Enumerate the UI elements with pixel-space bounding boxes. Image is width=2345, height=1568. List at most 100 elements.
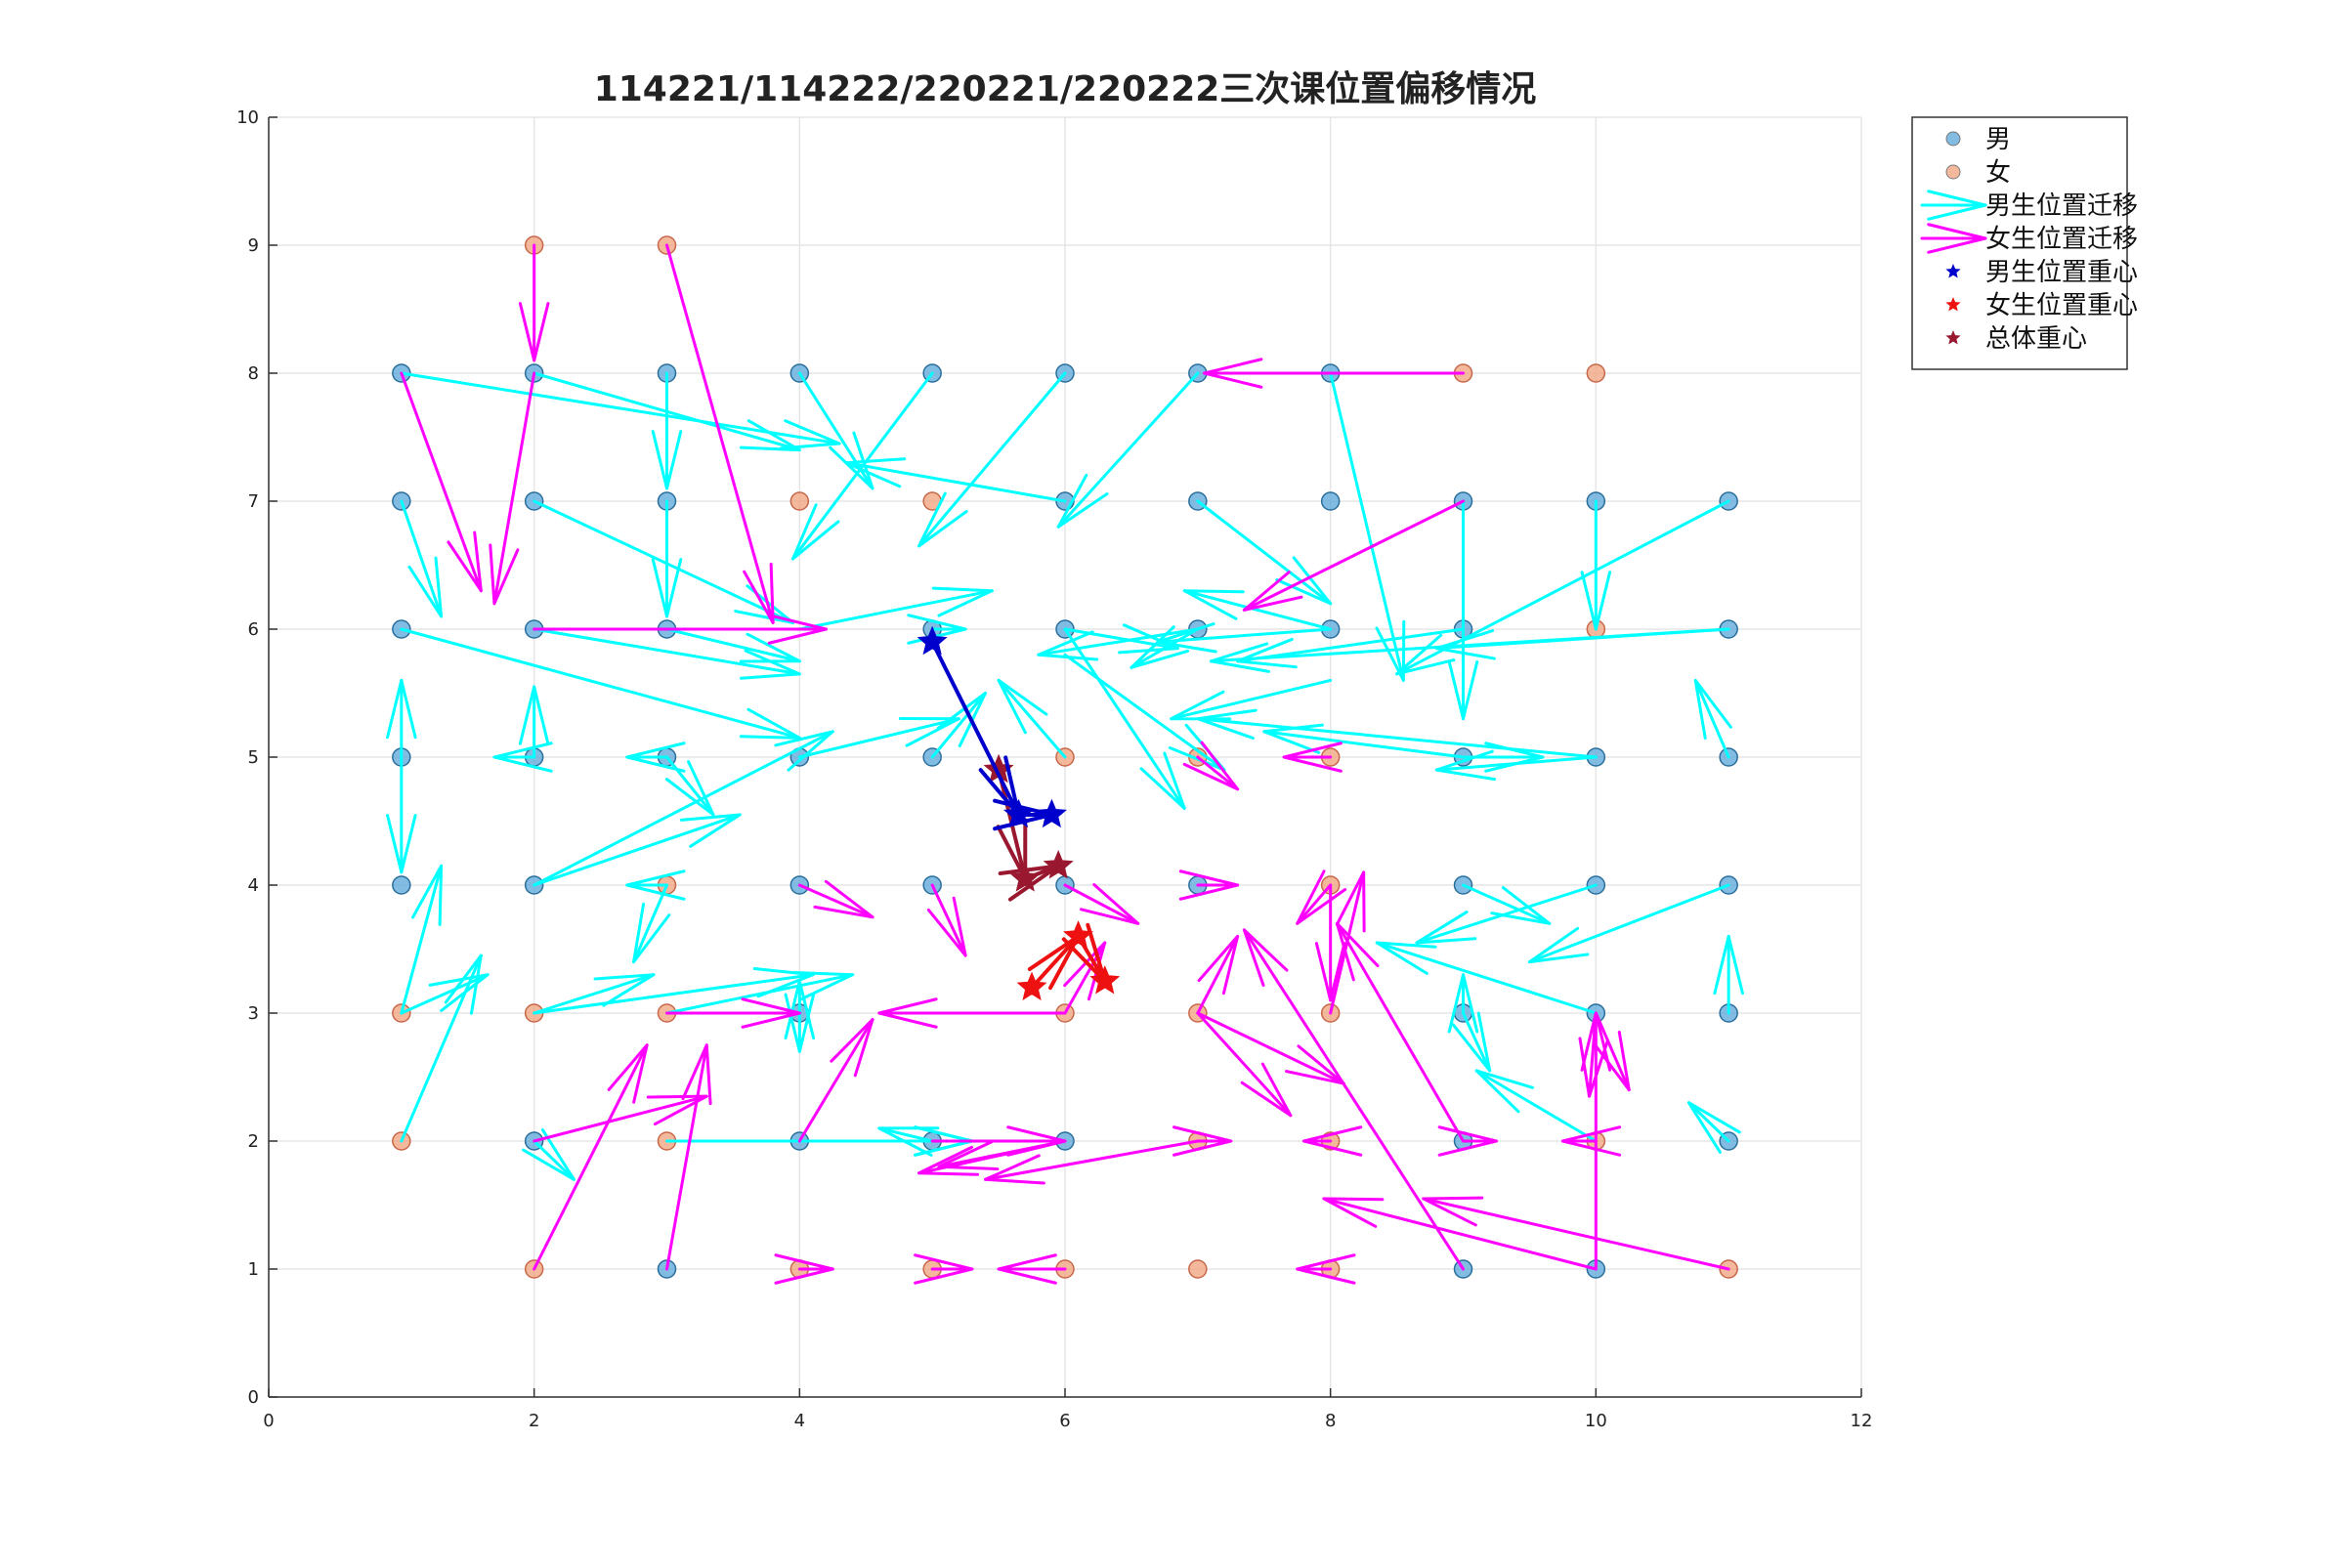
female-migration-arrow (926, 883, 967, 957)
female-migration-arrow (665, 997, 801, 1029)
male-migration-arrow (1462, 883, 1552, 925)
male-migration-arrows (386, 371, 1744, 1181)
female-migration-arrow (1182, 741, 1240, 791)
x-tick-label: 6 (1059, 1411, 1070, 1431)
male-centroid-star (1036, 798, 1067, 828)
x-tick-label: 12 (1851, 1411, 1873, 1431)
male-migration-arrow (1056, 371, 1200, 529)
legend-box (1911, 116, 2128, 370)
female-migration-arrow (665, 243, 775, 624)
female-migration-arrow (533, 614, 828, 645)
female-migration-arrow (1314, 883, 1346, 1002)
male-migration-arrow (492, 742, 553, 773)
male-migration-arrow (386, 755, 417, 874)
female-migration-arrow (1242, 499, 1465, 612)
male-migration-arrow (797, 716, 960, 759)
female-migration-arrow (1178, 869, 1240, 901)
male-migration-arrow (917, 371, 1067, 548)
female-migration-arrow (1296, 1253, 1356, 1285)
male-migration-arrow (1262, 723, 1465, 759)
legend-star (1945, 297, 1961, 312)
legend-label: 女生位置重心 (1985, 291, 2138, 320)
female-migration-arrow (1422, 1196, 1730, 1271)
female-point (1188, 1259, 1208, 1279)
y-tick-label: 0 (248, 1387, 259, 1408)
male-migration-arrow (400, 973, 490, 1015)
legend-entry: 女生位置重心 (1945, 291, 2138, 320)
male-migration-arrow (797, 586, 994, 631)
female-migration-arrow (797, 879, 874, 919)
male-migration-arrow (1329, 371, 1406, 682)
male-migration-arrow (533, 730, 834, 887)
male-migration-arrow (651, 371, 683, 490)
male-migration-arrow (386, 678, 417, 759)
female-migration-arrow (774, 1253, 834, 1285)
plot-marks (386, 235, 1744, 1285)
male-centroid-star (917, 625, 948, 656)
legend-marker (1945, 164, 1961, 180)
legend-star (1945, 264, 1961, 278)
female-migration-arrow (1302, 1125, 1363, 1157)
female-point (789, 491, 810, 511)
male-point (1320, 491, 1341, 511)
male-migration-arrow (533, 627, 801, 680)
female-migration-arrow (914, 1253, 974, 1285)
female-migration-arrow (533, 1094, 708, 1143)
female-migration-arrow (1196, 934, 1240, 1015)
male-centroid-star (1002, 798, 1034, 828)
male-migration-arrow (877, 1126, 940, 1157)
legend-entry: 女 (1945, 158, 2011, 188)
male-migration-arrow (1693, 678, 1732, 759)
y-tick-label: 10 (236, 107, 259, 128)
male-migration-arrow (665, 971, 855, 1015)
male-migration-arrow (664, 755, 715, 817)
female-migration-arrow (1437, 1125, 1498, 1157)
chart-title: 114221/114222/220221/220222三次课位置偏移情况 (594, 69, 1537, 109)
male-migration-arrow (1182, 589, 1333, 631)
male-migration-arrow (1447, 499, 1479, 721)
female-migration-arrow (1063, 883, 1140, 925)
male-migration-arrow (522, 1128, 576, 1181)
female-migration-arrow (1335, 921, 1465, 1143)
overall-centroid-star (1043, 850, 1074, 879)
female-migration-arrows (400, 243, 1730, 1285)
female-migration-arrow (937, 1139, 1067, 1171)
legend-entry: 男生位置重心 (1945, 258, 2138, 287)
overall-centroid-star (1009, 863, 1041, 892)
legend-marker (1945, 131, 1961, 147)
legend-entry: 总体重心 (1945, 324, 2087, 354)
male-migration-arrow (1037, 627, 1200, 661)
legend-arrow (1920, 223, 1987, 254)
legend-label: 总体重心 (1985, 324, 2087, 354)
female-centroid-star (1016, 971, 1047, 1000)
male-migration-arrow (1375, 941, 1598, 1015)
male-migration-arrow (1527, 883, 1730, 964)
female-migration-arrow (1560, 1125, 1622, 1157)
legend-label: 男 (1985, 125, 2011, 154)
male-point (392, 875, 411, 895)
x-tick-label: 8 (1325, 1411, 1336, 1431)
x-tick-label: 0 (263, 1411, 274, 1431)
male-migration-arrow (1434, 749, 1598, 782)
legend-entry: 男生位置迁移 (1920, 190, 2138, 221)
x-tick-label: 2 (529, 1411, 539, 1431)
y-tick-label: 6 (248, 619, 259, 640)
female-centroid-star (1063, 920, 1094, 950)
female-migration-arrow (797, 1018, 874, 1143)
y-tick-label: 3 (248, 1003, 259, 1024)
y-tick-label: 2 (248, 1131, 259, 1152)
male-migration-arrow (1447, 973, 1479, 1034)
male-migration-arrow (997, 678, 1067, 759)
male-migration-arrow (632, 883, 671, 964)
male-centroid-path (917, 625, 1067, 831)
male-migration-arrow (533, 973, 656, 1015)
male-migration-arrow (1451, 1011, 1492, 1073)
male-migration-arrow (1415, 883, 1598, 945)
male-migration-arrow (518, 685, 550, 759)
y-tick-label: 5 (248, 747, 259, 768)
y-tick-label: 9 (248, 235, 259, 256)
male-migration-arrow (1686, 1101, 1741, 1154)
